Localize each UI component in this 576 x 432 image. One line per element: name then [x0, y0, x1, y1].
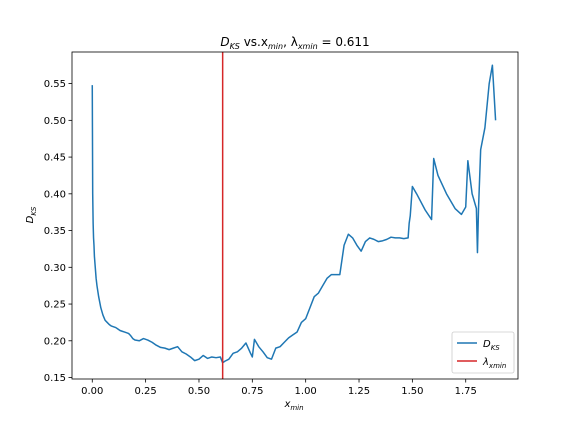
x-axis-label: xmin [283, 399, 303, 412]
title-middle: vs.x [240, 35, 268, 49]
dks-series-line [91, 64, 497, 364]
x-axis-ticks: 0.00 0.25 0.50 0.75 1.00 1.25 1.50 1.75 [81, 379, 477, 397]
plot-lines [91, 52, 497, 379]
title-lambda-sub: xmin [297, 42, 318, 51]
legend-lambda-base: λ [482, 357, 489, 368]
title-lambda-value: = 0.611 [318, 35, 370, 49]
legend-lambda-label: λxmin [482, 357, 506, 370]
plot-area [72, 52, 518, 379]
legend-dks-sub: KS [491, 344, 501, 352]
x-tick-label: 0.50 [188, 386, 210, 397]
y-tick-label: 0.55 [44, 79, 66, 90]
y-axis-label-sub: KS [30, 206, 38, 216]
y-tick-label: 0.25 [44, 300, 66, 311]
y-tick-label: 0.45 [44, 153, 66, 164]
x-tick-label: 1.25 [348, 386, 370, 397]
y-tick-label: 0.15 [44, 373, 66, 384]
y-tick-label: 0.20 [44, 336, 66, 347]
title-middle-sub: min [268, 42, 283, 51]
axes-frame [71, 51, 519, 380]
x-tick-label: 1.00 [295, 386, 317, 397]
y-tick-label: 0.30 [44, 263, 66, 274]
x-tick-label: 1.50 [401, 386, 423, 397]
x-tick-label: 1.75 [455, 386, 477, 397]
y-tick-label: 0.50 [44, 116, 66, 127]
chart-title: DKS vs.xmin, λxmin = 0.611 [220, 35, 369, 51]
legend-dks-base: D [483, 339, 491, 350]
x-axis-label-base: x [283, 399, 290, 410]
y-axis-label: DKS [25, 206, 38, 223]
title-main: D [220, 35, 229, 49]
x-axis-label-sub: min [290, 404, 303, 412]
y-tick-label: 0.35 [44, 226, 66, 237]
legend: DKS λxmin [451, 331, 515, 374]
y-axis-ticks: 0.15 0.20 0.25 0.30 0.35 0.40 0.45 0.50 0.55 [44, 79, 72, 384]
y-tick-label: 0.40 [44, 189, 66, 200]
title-lambda: , λ [283, 35, 298, 49]
x-tick-label: 0.00 [81, 386, 103, 397]
y-axis-label-base: D [25, 215, 36, 223]
x-tick-label: 0.25 [134, 386, 156, 397]
x-tick-label: 0.75 [241, 386, 263, 397]
title-main-sub: KS [230, 42, 240, 51]
legend-dks-label: DKS [483, 339, 500, 352]
legend-lambda-sub: xmin [488, 362, 506, 370]
